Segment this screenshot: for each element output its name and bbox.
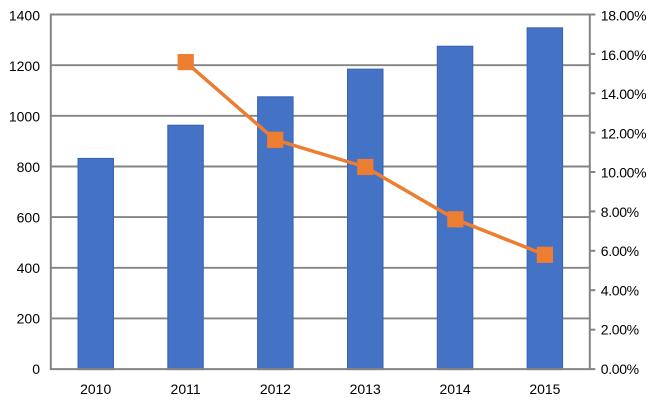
svg-text:14.00%: 14.00%	[601, 86, 646, 102]
svg-text:2015: 2015	[529, 381, 560, 397]
svg-text:2012: 2012	[260, 381, 291, 397]
svg-text:16.00%: 16.00%	[601, 47, 646, 63]
svg-text:800: 800	[17, 159, 41, 175]
svg-text:200: 200	[17, 311, 41, 327]
svg-text:0: 0	[32, 361, 40, 377]
svg-text:10.00%: 10.00%	[601, 165, 646, 181]
svg-text:6.00%: 6.00%	[601, 243, 639, 259]
svg-text:2014: 2014	[440, 381, 471, 397]
svg-text:8.00%: 8.00%	[601, 204, 639, 220]
svg-text:1200: 1200	[9, 58, 40, 74]
svg-text:600: 600	[17, 210, 41, 226]
svg-text:2.00%: 2.00%	[601, 322, 639, 338]
svg-text:400: 400	[17, 260, 41, 276]
svg-text:0.00%: 0.00%	[601, 361, 639, 377]
svg-text:12.00%: 12.00%	[601, 125, 646, 141]
svg-text:4.00%: 4.00%	[601, 282, 639, 298]
svg-text:1000: 1000	[9, 109, 40, 125]
svg-text:18.00%: 18.00%	[601, 8, 646, 24]
svg-text:2013: 2013	[350, 381, 381, 397]
svg-text:2010: 2010	[80, 381, 111, 397]
svg-text:2011: 2011	[171, 381, 201, 397]
svg-text:1400: 1400	[9, 8, 40, 24]
